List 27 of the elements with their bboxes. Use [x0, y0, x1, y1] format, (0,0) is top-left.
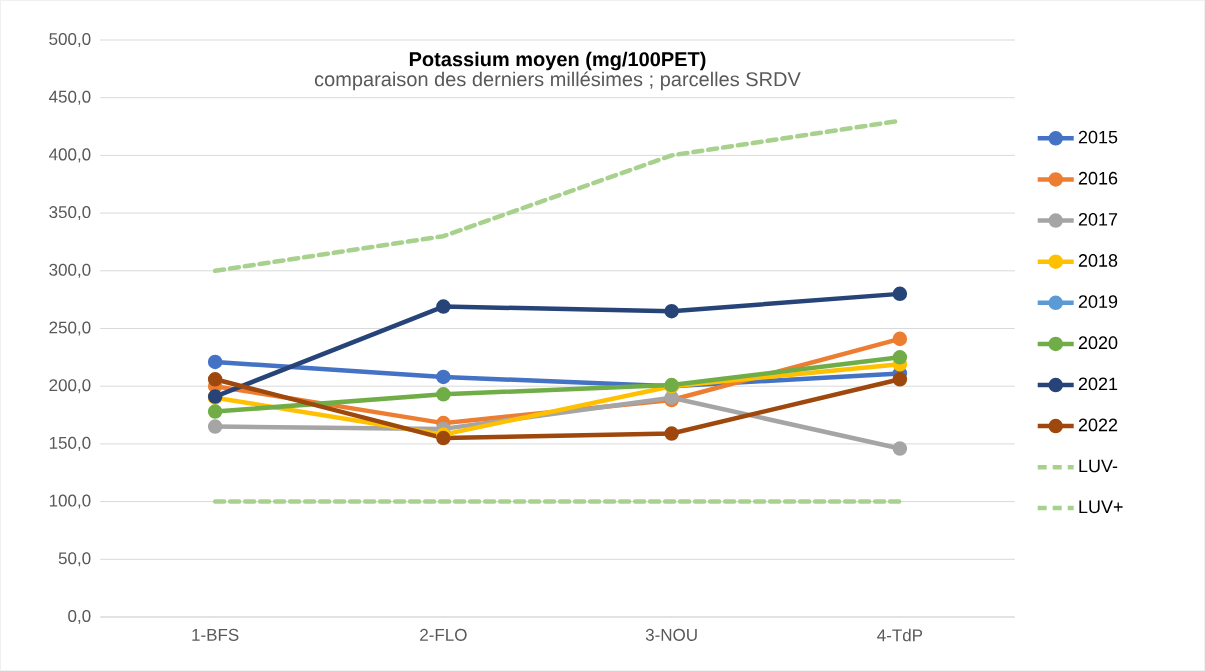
- y-tick-label: 450,0: [48, 90, 91, 105]
- legend-label: 2020: [1078, 336, 1118, 350]
- text: comparaison des derniers millésimes ; parcelles SRDV: [314, 71, 801, 91]
- legend-label: LUV-: [1079, 459, 1118, 473]
- y-tick-label: 200,0: [49, 379, 91, 394]
- legend-label: LUV+: [1079, 500, 1123, 514]
- legend-label: 2015: [1078, 130, 1118, 144]
- legend-label: 2018: [1078, 254, 1118, 267]
- legend-label: 2022: [1078, 418, 1118, 432]
- y-tick-label: 500,0: [49, 32, 91, 48]
- x-tick-label: 4-TdP: [877, 628, 923, 642]
- legend-label: 2021: [1078, 377, 1118, 391]
- legend-label: 2016: [1078, 171, 1118, 185]
- x-tick-label: 2-FLO: [420, 628, 467, 641]
- y-tick-label: 350,0: [49, 206, 91, 221]
- x-tick-label: 1-BFS: [192, 628, 239, 641]
- x-tick-label: 3-NOU: [645, 628, 697, 641]
- y-tick-label: 100,0: [49, 494, 91, 509]
- y-tick-label: 50,0: [58, 552, 91, 567]
- y-tick-label: 150,0: [49, 436, 91, 451]
- y-tick-label: 250,0: [49, 321, 91, 336]
- y-tick-label: 300,0: [49, 263, 91, 278]
- y-tick-label: 0,0: [68, 609, 91, 625]
- text: Potassium moyen (mg/100PET): [409, 51, 706, 71]
- y-tick-label: 400,0: [48, 148, 91, 163]
- legend-label: 2017: [1078, 212, 1118, 226]
- legend-label: 2019: [1078, 295, 1118, 308]
